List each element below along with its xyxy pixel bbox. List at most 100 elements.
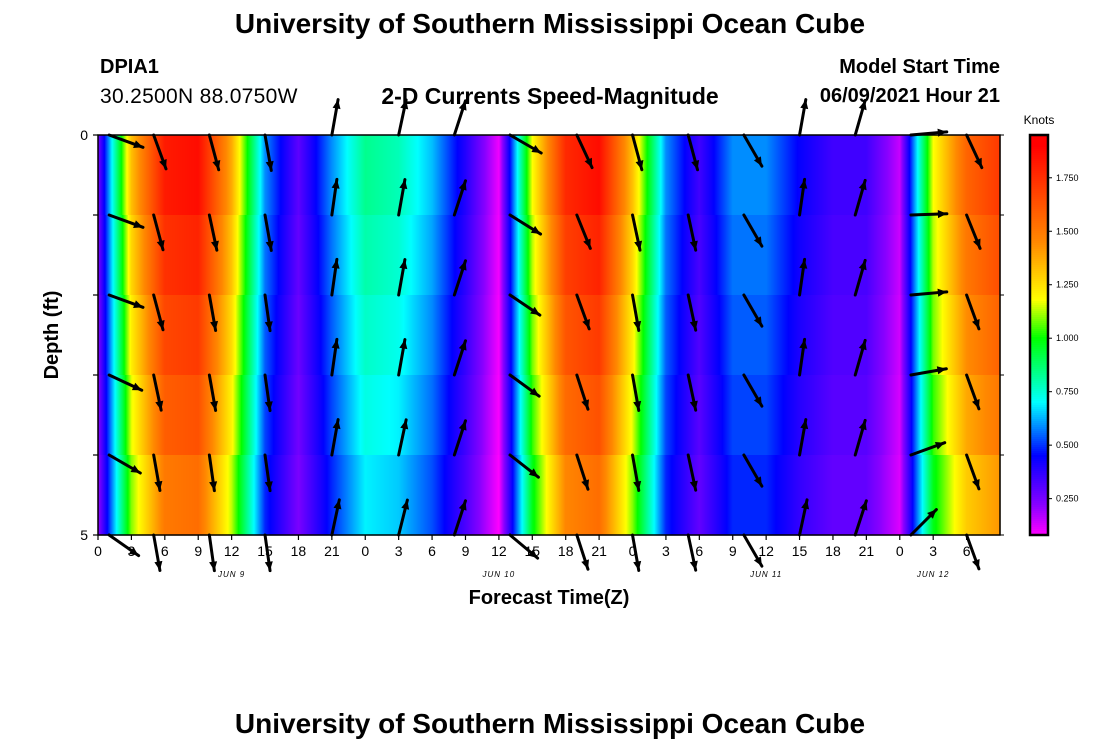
heatmap-cell — [910, 455, 912, 536]
heatmap-cell — [113, 215, 115, 296]
heatmap-cell — [637, 135, 639, 216]
heatmap-cell — [594, 215, 596, 296]
heatmap-cell — [314, 375, 316, 456]
heatmap-cell — [728, 215, 730, 296]
colorbar-label: Knots — [1024, 113, 1055, 127]
heatmap-cell — [542, 375, 544, 456]
heatmap-cell — [938, 455, 940, 536]
heatmap-cell — [530, 455, 532, 536]
heatmap-cell — [689, 135, 691, 216]
heatmap-cell — [563, 455, 565, 536]
heatmap-cell — [910, 135, 912, 216]
heatmap-cell — [660, 135, 662, 216]
heatmap-cell — [217, 135, 219, 216]
heatmap-cell — [803, 215, 805, 296]
heatmap-cell — [297, 215, 299, 296]
heatmap-cell — [722, 455, 724, 536]
heatmap-cell — [382, 375, 384, 456]
heatmap-cell — [971, 135, 973, 216]
heatmap-cell — [283, 375, 285, 456]
colorbar-swatch — [1030, 511, 1048, 514]
heatmap-cell — [750, 135, 752, 216]
heatmap-cell — [304, 295, 306, 376]
heatmap-cell — [319, 375, 321, 456]
heatmap-cell — [946, 375, 948, 456]
heatmap-cell — [415, 215, 417, 296]
heatmap-cell — [577, 215, 579, 296]
heatmap-cell — [164, 375, 166, 456]
heatmap-cell — [106, 375, 108, 456]
heatmap-cell — [932, 295, 934, 376]
heatmap-cell — [131, 135, 133, 216]
heatmap-cell — [465, 215, 467, 296]
heatmap-cell — [625, 375, 627, 456]
heatmap-cell — [166, 215, 168, 296]
heatmap-cell — [998, 215, 1000, 296]
colorbar-swatch — [1030, 135, 1048, 138]
heatmap-cell — [862, 295, 864, 376]
heatmap-cell — [295, 455, 297, 536]
heatmap-cell — [962, 135, 964, 216]
heatmap-cell — [771, 135, 773, 216]
heatmap-cell — [889, 295, 891, 376]
heatmap-cell — [417, 135, 419, 216]
heatmap-cell — [200, 375, 202, 456]
heatmap-cell — [904, 295, 906, 376]
heatmap-cell — [390, 375, 392, 456]
heatmap-cell — [582, 375, 584, 456]
heatmap-cell — [339, 375, 341, 456]
heatmap-cell — [765, 455, 767, 536]
heatmap-cell — [507, 295, 509, 376]
heatmap-cell — [620, 295, 622, 376]
heatmap-cell — [610, 135, 612, 216]
heatmap-cell — [297, 455, 299, 536]
heatmap-cell — [213, 295, 215, 376]
heatmap-cell — [315, 135, 317, 216]
heatmap-cell — [572, 455, 574, 536]
heatmap-cell — [377, 215, 379, 296]
heatmap-cell — [769, 295, 771, 376]
y-axis-label: Depth (ft) — [41, 291, 63, 380]
heatmap-cell — [179, 455, 181, 536]
heatmap-cell — [766, 455, 768, 536]
heatmap-cell — [494, 375, 496, 456]
current-arrow — [965, 453, 981, 491]
colorbar-swatch — [1030, 345, 1048, 348]
heatmap-cell — [585, 375, 587, 456]
heatmap-cell — [659, 455, 661, 536]
x-tick-label: 0 — [94, 543, 102, 559]
heatmap-cell — [474, 215, 476, 296]
heatmap-cell — [314, 135, 316, 216]
heatmap-cell — [791, 135, 793, 216]
heatmap-cell — [559, 295, 561, 376]
heatmap-cell — [150, 375, 152, 456]
heatmap-cell — [398, 135, 400, 216]
heatmap-cell — [256, 295, 258, 376]
heatmap-cell — [909, 455, 911, 536]
heatmap-cell — [783, 375, 785, 456]
heatmap-cell — [271, 295, 273, 376]
heatmap-cell — [569, 215, 571, 296]
heatmap-cell — [418, 135, 420, 216]
heatmap-cell — [998, 375, 1000, 456]
heatmap-cell — [755, 295, 757, 376]
heatmap-cell — [324, 215, 326, 296]
heatmap-cell — [537, 375, 539, 456]
colorbar-swatch — [1030, 353, 1048, 356]
heatmap-cell — [460, 215, 462, 296]
heatmap-cell — [200, 295, 202, 376]
heatmap-cell — [527, 375, 529, 456]
heatmap-cell — [444, 215, 446, 296]
x-tick-label: 9 — [729, 543, 737, 559]
heatmap-cell — [264, 215, 266, 296]
heatmap-cell — [662, 215, 664, 296]
heatmap-cell — [644, 215, 646, 296]
heatmap-cell — [913, 295, 915, 376]
heatmap-cell — [774, 375, 776, 456]
heatmap-cell — [187, 295, 189, 376]
heatmap-cell — [912, 295, 914, 376]
heatmap-cell — [776, 455, 778, 536]
current-arrow — [631, 373, 642, 412]
heatmap-cell — [651, 295, 653, 376]
heatmap-cell — [811, 455, 813, 536]
